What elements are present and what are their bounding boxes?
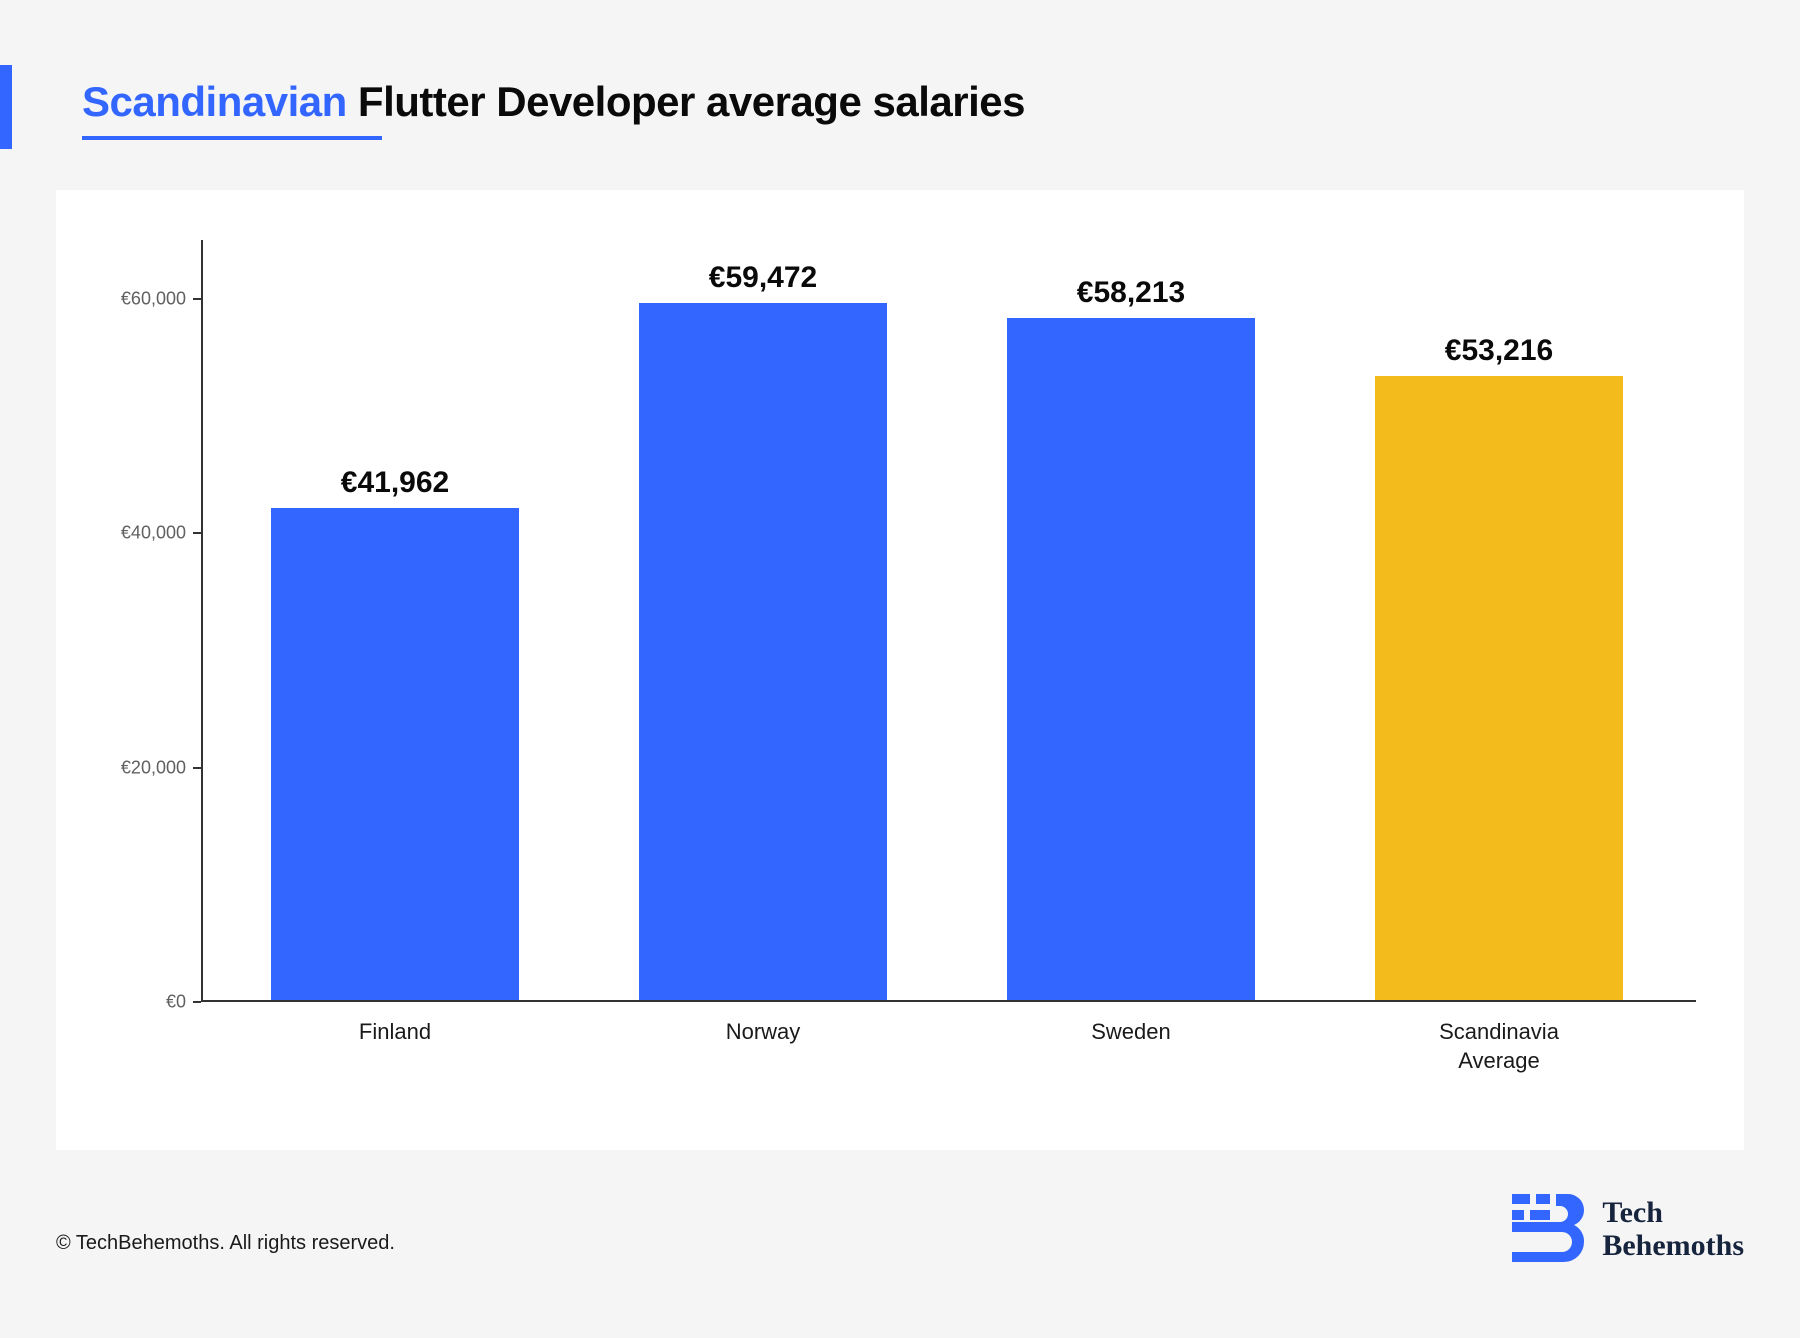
y-axis-line <box>201 240 203 1002</box>
chart-bar: €41,962 <box>271 508 519 1000</box>
y-tick-mark <box>193 1001 201 1003</box>
y-tick-label: €20,000 <box>121 757 186 778</box>
x-axis-line <box>201 1000 1696 1002</box>
title-underline <box>82 136 382 140</box>
brand-text-line2: Behemoths <box>1602 1229 1744 1262</box>
footer: © TechBehemoths. All rights reserved. Te… <box>56 1190 1744 1290</box>
bar-value-label: €53,216 <box>1375 334 1623 368</box>
page-title-block: Scandinavian Flutter Developer average s… <box>82 78 1025 140</box>
chart-card: €0 €20,000 €40,000 €60,000 €41,962 €59,472 €5… <box>56 190 1744 1150</box>
page-title: Scandinavian Flutter Developer average s… <box>82 78 1025 126</box>
brand-block: Tech Behemoths <box>1512 1190 1744 1268</box>
bar-value-label: €41,962 <box>271 466 519 500</box>
x-axis-label: Sweden <box>1007 1018 1255 1047</box>
y-tick-label: €0 <box>166 992 186 1013</box>
page-title-highlight: Scandinavian <box>82 78 347 125</box>
y-tick-mark <box>193 298 201 300</box>
chart-bar: €59,472 <box>639 303 887 1000</box>
bar-value-label: €59,472 <box>639 261 887 295</box>
brand-text-line1: Tech <box>1602 1196 1744 1229</box>
y-tick-mark <box>193 532 201 534</box>
y-tick-mark <box>193 767 201 769</box>
copyright-text: © TechBehemoths. All rights reserved. <box>56 1232 395 1255</box>
chart-bar: €58,213 <box>1007 318 1255 1000</box>
chart-bar: €53,216 <box>1375 376 1623 1000</box>
y-tick-label: €40,000 <box>121 523 186 544</box>
y-tick-label: €60,000 <box>121 288 186 309</box>
bar-value-label: €58,213 <box>1007 276 1255 310</box>
brand-logo-icon <box>1512 1190 1584 1268</box>
x-axis-label: ScandinaviaAverage <box>1375 1018 1623 1075</box>
brand-text: Tech Behemoths <box>1602 1196 1744 1262</box>
chart-plot-area: €0€20,000€40,000€60,000 €41,962€59,472€5… <box>201 240 1696 1002</box>
page-title-rest: Flutter Developer average salaries <box>347 78 1025 125</box>
x-axis-label: Finland <box>271 1018 519 1047</box>
accent-bar <box>0 65 12 149</box>
x-axis-label: Norway <box>639 1018 887 1047</box>
